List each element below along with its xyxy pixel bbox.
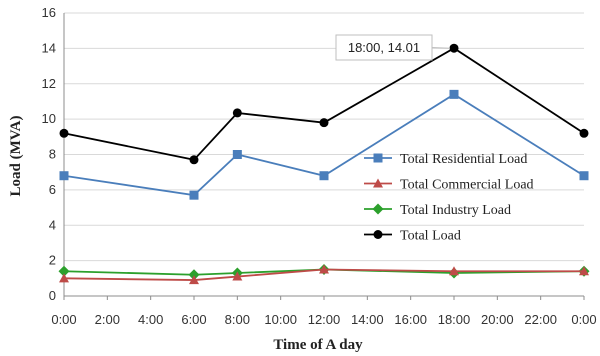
x-tick-label: 8:00	[225, 312, 250, 327]
data-point-total-commercial-load	[59, 273, 69, 283]
data-point-total-load	[232, 108, 242, 118]
y-axis-ticks: 0 2 4 6 8 10 12 14 16	[42, 5, 56, 303]
data-point-total-load	[59, 128, 69, 138]
series-line-total-industry-load	[63, 268, 585, 276]
x-tick-label: 16:00	[394, 312, 427, 327]
series-line-total-commercial-load	[63, 268, 584, 281]
legend-marker	[373, 153, 383, 163]
series-total-commercial-load	[59, 264, 589, 285]
gridlines	[64, 12, 584, 262]
x-tick-label: 22:00	[524, 312, 557, 327]
legend: Total Residential Load Total Commercial L…	[364, 152, 534, 244]
data-point-total-load	[579, 128, 589, 138]
series-group	[58, 43, 590, 285]
y-tick-label: 16	[42, 5, 56, 20]
y-tick-label: 14	[42, 40, 56, 55]
legend-label: Total Commercial Load	[400, 178, 534, 193]
data-point-total-residential-load	[319, 171, 329, 181]
legend-item-total-industry-load: Total Industry Load	[364, 203, 511, 218]
series-total-residential-load	[59, 89, 589, 200]
data-point-total-residential-load	[59, 171, 69, 181]
x-tick-label: 4:00	[138, 312, 163, 327]
legend-marker	[373, 230, 383, 239]
data-point-total-load	[449, 43, 459, 53]
axes	[63, 13, 585, 300]
data-point-total-commercial-load	[579, 266, 589, 276]
legend-item-total-load: Total Load	[364, 229, 461, 244]
x-axis-ticks: 0:00 2:00 4:00 6:00 8:00 10:00 12:00 14:00 16:00…	[51, 312, 596, 327]
data-point-total-residential-load	[449, 89, 459, 99]
series-line-total-residential-load	[63, 93, 585, 197]
x-tick-label: 18:00	[438, 312, 471, 327]
legend-label: Total Industry Load	[400, 203, 511, 218]
data-point-total-residential-load	[189, 190, 199, 200]
data-point-total-commercial-load	[232, 271, 243, 281]
data-point-total-commercial-load	[319, 264, 329, 274]
data-point-total-load	[189, 155, 199, 165]
x-tick-label: 0:00	[571, 312, 596, 327]
x-tick-label: 6:00	[181, 312, 206, 327]
y-tick-label: 2	[49, 253, 56, 268]
series-total-load	[59, 43, 589, 165]
y-tick-label: 6	[49, 182, 56, 197]
callout-leader	[431, 47, 451, 49]
legend-marker	[373, 178, 383, 188]
annotation-callout: 18:00, 14.01	[335, 34, 451, 61]
x-tick-label: 20:00	[481, 312, 514, 327]
x-tick-label: 0:00	[51, 312, 76, 327]
x-tick-label: 12:00	[308, 312, 341, 327]
legend-item-total-residential-load: Total Residential Load	[364, 152, 527, 167]
x-tick-label: 2:00	[95, 312, 120, 327]
data-point-total-residential-load	[232, 150, 242, 159]
y-tick-label: 8	[49, 147, 56, 162]
y-axis-title: Load (MVA)	[8, 116, 24, 197]
y-tick-label: 12	[42, 76, 56, 91]
y-tick-label: 4	[49, 217, 56, 232]
data-point-total-industry-load	[58, 265, 70, 277]
data-point-total-commercial-load	[449, 266, 459, 276]
data-point-total-commercial-load	[189, 275, 199, 285]
callout-box	[335, 34, 433, 61]
legend-marker	[372, 203, 384, 215]
legend-label: Total Residential Load	[400, 152, 527, 167]
x-tick-label: 10:00	[264, 312, 297, 327]
data-point-total-industry-load	[188, 269, 200, 281]
y-tick-label: 10	[42, 111, 56, 126]
y-tick-label: 0	[49, 288, 56, 303]
data-point-total-load	[319, 118, 329, 128]
x-axis-title: Time of A day	[273, 337, 363, 353]
callout-label: 18:00, 14.01	[348, 40, 420, 55]
series-line-total-load	[63, 47, 585, 161]
legend-label: Total Load	[400, 229, 461, 244]
x-tick-label: 14:00	[351, 312, 384, 327]
data-point-total-residential-load	[579, 171, 589, 181]
legend-item-total-commercial-load: Total Commercial Load	[364, 178, 534, 193]
